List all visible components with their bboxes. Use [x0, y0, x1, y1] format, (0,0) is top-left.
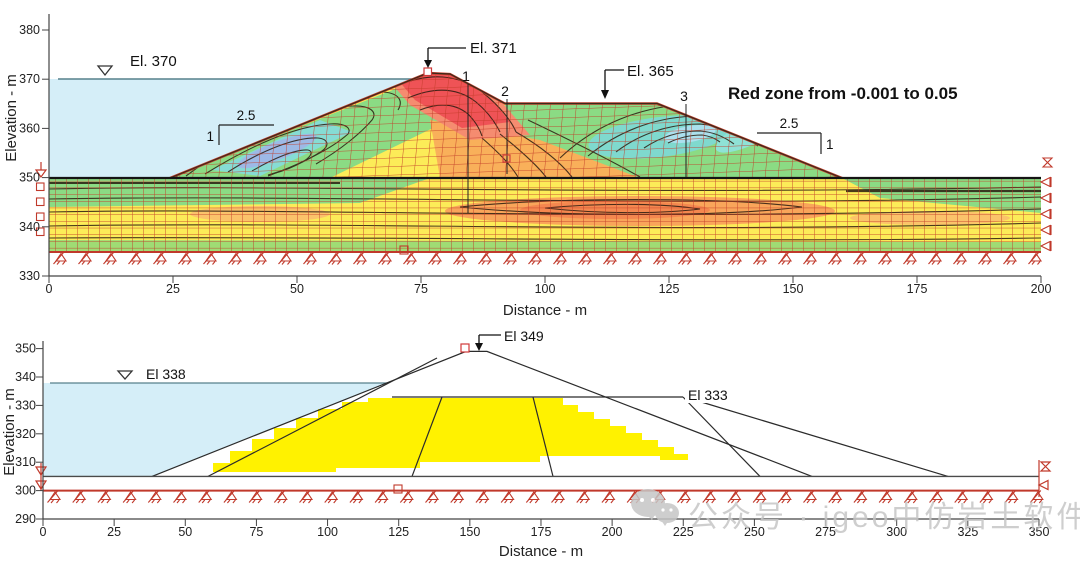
lower-section-chart: El 333 El 338 El 349 0 25 50	[1, 328, 1052, 560]
red-zone-note: Red zone from -0.001 to 0.05	[728, 84, 958, 103]
y-tick-label: 340	[19, 220, 40, 234]
x-tick-label: 125	[659, 282, 680, 296]
lower-right-edge-symbol	[1037, 460, 1052, 497]
x-tick-label: 175	[907, 282, 928, 296]
x-tick-label: 75	[249, 525, 263, 539]
reservoir-level-label: El. 370	[130, 53, 177, 70]
berm-label: El. 365	[627, 63, 674, 80]
upper-dam-outline	[49, 71, 1041, 253]
crest-arrowhead	[424, 60, 432, 68]
lower-y-axis-title: Elevation - m	[1, 388, 18, 476]
x-tick-label: 325	[957, 525, 978, 539]
lower-annotations: El 338 El 349	[116, 328, 544, 382]
y-tick-label: 340	[15, 370, 36, 384]
crest-arrowhead	[475, 343, 483, 351]
upper-x-tick-labels: 0 25 50 75 100 125 150 175 200	[46, 282, 1052, 296]
crest-label: El 349	[504, 328, 544, 344]
upstream-slope-icon	[218, 124, 274, 145]
y-tick-label: 330	[15, 398, 36, 412]
upper-fe-mesh	[49, 73, 1041, 252]
y-tick-label: 300	[15, 484, 36, 498]
water-level-icon	[96, 65, 114, 77]
lower-reservoir-water	[43, 382, 387, 477]
y-tick-label: 290	[15, 512, 36, 526]
x-tick-label: 50	[290, 282, 304, 296]
crest-label: El. 371	[470, 40, 517, 57]
lower-axes: 0 25 50 75 100 125 150 175 200 225 250 2…	[1, 341, 1049, 560]
x-tick-label: 175	[531, 525, 552, 539]
lower-x-tick-labels: 0 25 50 75 100 125 150 175 200 225 250 2…	[40, 525, 1050, 539]
y-tick-label: 350	[19, 171, 40, 185]
downstream-slope-icon	[757, 132, 822, 154]
zone-1-label: 1	[462, 68, 470, 84]
crest-leader	[427, 47, 466, 62]
reservoir-level-label: El 338	[146, 366, 186, 382]
lower-dam-lines	[151, 350, 949, 477]
x-tick-label: 25	[166, 282, 180, 296]
berm-arrowhead	[601, 90, 609, 99]
x-tick-label: 0	[46, 282, 53, 296]
upper-annotations: El. 370 El. 371 El. 365 Red zone from -0…	[96, 40, 958, 154]
downstream-slope-run: 2.5	[780, 116, 799, 131]
saturated-zone	[213, 398, 688, 472]
y-tick-label: 350	[15, 342, 36, 356]
x-tick-label: 275	[815, 525, 836, 539]
x-tick-label: 100	[317, 525, 338, 539]
x-tick-label: 25	[107, 525, 121, 539]
y-tick-label: 370	[19, 72, 40, 86]
y-tick-label: 320	[15, 427, 36, 441]
filter-line-label: El 333	[688, 387, 728, 403]
y-tick-label: 360	[19, 121, 40, 135]
lower-y-tick-labels: 350 340 330 320 310 300 290	[15, 342, 36, 526]
water-level-icon	[116, 370, 134, 380]
y-tick-label: 330	[19, 269, 40, 283]
x-tick-label: 75	[414, 282, 428, 296]
upper-section-chart: 0 25 50 75 100 125 150 175 200 380 370 3…	[3, 14, 1054, 319]
x-tick-label: 50	[178, 525, 192, 539]
x-tick-label: 150	[783, 282, 804, 296]
x-tick-label: 150	[459, 525, 480, 539]
y-tick-label: 310	[15, 455, 36, 469]
y-tick-label: 380	[19, 23, 40, 37]
zone-3-label: 3	[680, 88, 688, 104]
x-tick-label: 125	[388, 525, 409, 539]
upstream-slope-rise: 1	[206, 129, 214, 144]
crest-node-marker	[423, 67, 433, 77]
lower-ground-and-base	[34, 460, 1052, 504]
crest-node-marker	[460, 343, 470, 353]
x-tick-label: 100	[535, 282, 556, 296]
upper-x-axis-title: Distance - m	[503, 302, 587, 319]
upper-y-tick-labels: 380 370 360 350 340 330	[19, 23, 40, 283]
upper-y-axis-title: Elevation - m	[3, 74, 20, 162]
upper-left-edge-symbol	[34, 162, 48, 179]
dam-outer-outline	[151, 350, 813, 477]
x-tick-label: 0	[40, 525, 47, 539]
upper-support-symbols	[34, 157, 1054, 266]
upstream-slope-run: 2.5	[237, 108, 256, 123]
x-tick-label: 350	[1029, 525, 1050, 539]
upper-axes: 0 25 50 75 100 125 150 175 200 380 370 3…	[3, 14, 1051, 319]
zone-2-label: 2	[501, 83, 509, 99]
berm-leader	[604, 69, 624, 92]
x-tick-label: 250	[744, 525, 765, 539]
upper-reservoir-water	[49, 78, 418, 178]
x-tick-label: 300	[886, 525, 907, 539]
downstream-slope-rise: 1	[826, 137, 834, 152]
el333-label-backdrop	[685, 387, 737, 403]
x-tick-label: 225	[673, 525, 694, 539]
x-tick-label: 200	[1031, 282, 1052, 296]
x-tick-label: 200	[602, 525, 623, 539]
lower-x-axis-title: Distance - m	[499, 543, 583, 560]
node-marker	[502, 154, 511, 163]
